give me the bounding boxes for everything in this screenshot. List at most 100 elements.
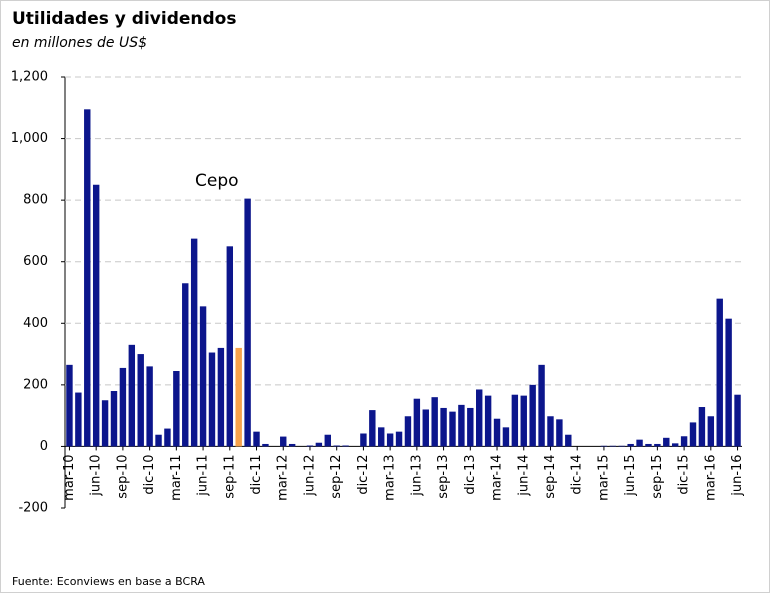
bar bbox=[244, 198, 251, 447]
x-tick-label: mar-16 bbox=[703, 454, 718, 500]
bar bbox=[636, 439, 643, 447]
bar bbox=[476, 389, 483, 447]
bar bbox=[190, 238, 198, 447]
x-tick-label: jun-12 bbox=[302, 454, 317, 496]
bar bbox=[654, 443, 661, 447]
bar bbox=[137, 354, 144, 447]
bar bbox=[333, 445, 340, 447]
x-tick-label: mar-10 bbox=[62, 454, 77, 500]
chart-title: Utilidades y dividendos bbox=[12, 9, 236, 29]
bar bbox=[75, 392, 82, 447]
x-tick-label: jun-14 bbox=[516, 454, 531, 496]
x-tick-label: mar-13 bbox=[383, 454, 398, 500]
x-tick-label: sep-11 bbox=[222, 454, 237, 498]
bar bbox=[663, 437, 670, 447]
bar bbox=[395, 431, 403, 447]
source: Fuente: Econviews en base a BCRA bbox=[12, 575, 205, 588]
annotation: Cepo bbox=[195, 171, 239, 191]
bar bbox=[342, 445, 349, 447]
bar bbox=[645, 443, 652, 447]
y-tick-label: 600 bbox=[23, 254, 48, 269]
y-tick-label: 200 bbox=[23, 377, 48, 392]
bar bbox=[600, 445, 608, 447]
bar bbox=[110, 391, 118, 447]
bar bbox=[226, 246, 234, 447]
x-tick-label: dic-12 bbox=[356, 454, 371, 494]
bar bbox=[128, 344, 136, 447]
bar bbox=[92, 184, 100, 447]
bar bbox=[324, 434, 331, 447]
bar bbox=[618, 445, 625, 447]
bar bbox=[440, 407, 447, 447]
bar bbox=[725, 318, 732, 447]
bar bbox=[155, 434, 162, 447]
bar bbox=[511, 394, 519, 447]
y-tick-label: 1,200 bbox=[11, 70, 48, 85]
bar bbox=[484, 395, 492, 447]
x-tick-label: sep-12 bbox=[329, 454, 344, 498]
bar bbox=[556, 419, 563, 447]
bar bbox=[262, 443, 269, 447]
bar bbox=[734, 394, 741, 447]
bar bbox=[422, 409, 429, 447]
x-tick-label: mar-12 bbox=[276, 454, 291, 500]
bar bbox=[288, 443, 296, 447]
y-tick-label: 1,000 bbox=[11, 131, 48, 146]
x-tick-label: dic-11 bbox=[249, 454, 264, 494]
bar bbox=[119, 367, 127, 447]
x-tick-label: jun-16 bbox=[730, 454, 745, 496]
bar bbox=[199, 306, 207, 447]
y-tick-label: 0 bbox=[40, 439, 48, 454]
chart-subtitle: en millones de US$ bbox=[12, 35, 147, 51]
x-tick-label: jun-11 bbox=[196, 454, 211, 496]
bar bbox=[565, 434, 572, 447]
x-tick-label: dic-10 bbox=[142, 454, 157, 494]
bar bbox=[707, 416, 715, 447]
bar bbox=[671, 443, 679, 447]
bar bbox=[378, 427, 385, 447]
x-tick-label: sep-13 bbox=[436, 454, 451, 498]
x-tick-label: jun-15 bbox=[623, 454, 638, 496]
bar bbox=[449, 411, 456, 447]
bar bbox=[467, 407, 474, 447]
bar bbox=[538, 364, 545, 447]
x-tick-label: dic-14 bbox=[570, 454, 585, 494]
bar bbox=[689, 422, 697, 447]
bar bbox=[280, 436, 287, 447]
bar bbox=[173, 371, 180, 447]
y-tick-label: 400 bbox=[23, 316, 48, 331]
bar bbox=[253, 431, 260, 447]
bar bbox=[369, 410, 376, 447]
bar bbox=[306, 445, 314, 447]
x-tick-label: mar-11 bbox=[169, 454, 184, 500]
bar bbox=[66, 364, 73, 447]
y-tick-label: 800 bbox=[23, 193, 48, 208]
bar bbox=[627, 443, 634, 447]
bar bbox=[315, 442, 323, 447]
bar bbox=[146, 366, 153, 447]
bar bbox=[520, 395, 527, 447]
bar bbox=[101, 400, 109, 447]
bar bbox=[84, 109, 91, 447]
bar bbox=[493, 418, 501, 447]
bar bbox=[716, 298, 723, 447]
bar bbox=[547, 416, 554, 447]
x-tick-label: mar-14 bbox=[490, 454, 505, 500]
bar bbox=[502, 427, 510, 447]
y-tick-label: -200 bbox=[18, 501, 48, 516]
bar bbox=[208, 352, 216, 447]
x-tick-label: dic-13 bbox=[463, 454, 478, 494]
bar bbox=[360, 433, 367, 447]
x-tick-label: jun-10 bbox=[89, 454, 104, 496]
x-tick-label: sep-15 bbox=[650, 454, 665, 498]
bar bbox=[235, 347, 242, 447]
x-tick-label: sep-10 bbox=[115, 454, 130, 498]
bar bbox=[413, 398, 421, 447]
bar bbox=[164, 428, 171, 447]
bar bbox=[182, 283, 189, 447]
bar bbox=[386, 433, 394, 447]
bar bbox=[431, 397, 438, 447]
bar bbox=[529, 384, 536, 447]
